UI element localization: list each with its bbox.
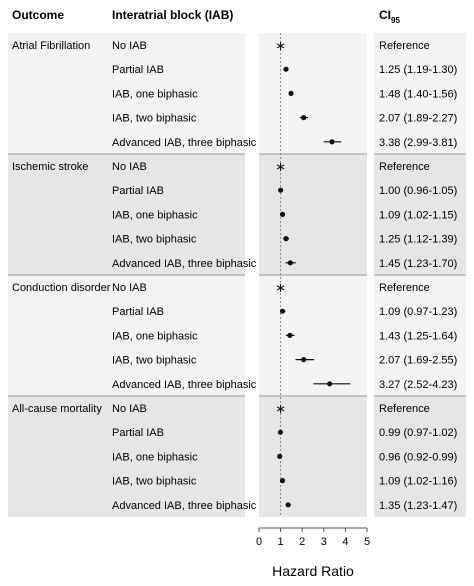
reference-marker: ∗: [275, 280, 286, 295]
x-tick-label: 5: [364, 536, 370, 548]
exposure-label: IAB, one biphasic: [112, 451, 198, 463]
exposure-label: Advanced IAB, three biphasic: [112, 379, 257, 391]
exposure-label: Partial IAB: [112, 185, 164, 197]
hr-point: [301, 115, 307, 121]
hr-point: [287, 260, 293, 266]
outcome-label: Ischemic stroke: [12, 161, 88, 173]
x-tick-label: 2: [299, 536, 305, 548]
exposure-label: Advanced IAB, three biphasic: [112, 137, 257, 149]
background-bands: [8, 33, 466, 517]
exposure-label: No IAB: [112, 161, 147, 173]
ci-value: 1.09 (1.02-1.16): [379, 476, 457, 488]
reference-marker: ∗: [275, 38, 286, 53]
hr-point: [301, 357, 307, 363]
ci-value: 1.09 (1.02-1.15): [379, 209, 457, 221]
exposure-label: Advanced IAB, three biphasic: [112, 258, 257, 270]
header-ci: CI95: [379, 8, 400, 25]
ci-value: Reference: [379, 40, 430, 52]
ci-value: Reference: [379, 282, 430, 294]
x-tick-label: 1: [278, 536, 284, 548]
x-tick-label: 0: [256, 536, 262, 548]
plot-area: ∗ ∗ ∗ ∗: [275, 33, 351, 517]
exposure-label: IAB, two biphasic: [112, 113, 197, 125]
ci-value: 1.43 (1.25-1.64): [379, 330, 457, 342]
ci-value: Reference: [379, 161, 430, 173]
group-band: [374, 275, 466, 396]
x-axis: Hazard Ratio 0 1 2 3 4 5: [256, 527, 370, 579]
exposure-label: Partial IAB: [112, 427, 164, 439]
exposure-label: IAB, one biphasic: [112, 209, 198, 221]
group-band: [8, 396, 245, 517]
reference-marker: ∗: [275, 159, 286, 174]
ci-value: 1.00 (0.96-1.05): [379, 185, 457, 197]
ci-value: Reference: [379, 403, 430, 415]
group-band: [374, 396, 466, 517]
hr-point: [279, 478, 286, 484]
ci-value: 1.35 (1.23-1.47): [379, 500, 457, 512]
header-outcome: Outcome: [12, 8, 64, 22]
ci-value: 1.48 (1.40-1.56): [379, 88, 457, 100]
group-band: [259, 33, 367, 154]
ci-value: 2.07 (1.69-2.55): [379, 355, 457, 367]
hr-point: [329, 139, 335, 145]
ci-value: 0.99 (0.97-1.02): [379, 427, 457, 439]
hr-point: [278, 187, 284, 193]
hr-point: [283, 66, 289, 72]
x-tick-label: 4: [342, 536, 348, 548]
exposure-label: IAB, one biphasic: [112, 330, 198, 342]
hr-point: [277, 453, 283, 459]
exposure-label: IAB, one biphasic: [112, 88, 198, 100]
x-axis-title: Hazard Ratio: [272, 563, 354, 579]
x-tick-label: 3: [321, 536, 327, 548]
hr-point: [279, 308, 286, 314]
hr-point: [285, 502, 291, 508]
group-band: [8, 275, 245, 396]
header-block: Interatrial block (IAB): [112, 8, 233, 22]
group-band: [259, 154, 367, 275]
ci-value: 1.25 (1.19-1.30): [379, 64, 457, 76]
exposure-label: IAB, two biphasic: [112, 476, 197, 488]
header-ci-main: CI: [379, 8, 391, 22]
ci-value: 1.09 (0.97-1.23): [379, 306, 457, 318]
outcome-label: Conduction disorder: [12, 282, 111, 294]
group-band: [259, 396, 367, 517]
exposure-label: IAB, two biphasic: [112, 234, 197, 246]
hr-point: [327, 381, 333, 387]
group-band: [8, 154, 245, 275]
exposure-label: Partial IAB: [112, 64, 164, 76]
reference-marker: ∗: [275, 401, 286, 416]
ci-value: 1.45 (1.23-1.70): [379, 258, 457, 270]
header-ci-subscript: 95: [391, 16, 400, 25]
exposure-label: No IAB: [112, 282, 147, 294]
exposure-label: IAB, two biphasic: [112, 355, 197, 367]
outcome-label: All-cause mortality: [12, 403, 102, 415]
ci-value: 2.07 (1.89-2.27): [379, 113, 457, 125]
group-band: [374, 33, 466, 154]
ci-value: 3.27 (2.52-4.23): [379, 379, 457, 391]
hr-point: [287, 332, 293, 338]
exposure-label: Advanced IAB, three biphasic: [112, 500, 257, 512]
hr-point: [288, 90, 294, 96]
hr-point: [279, 211, 286, 217]
group-band: [8, 33, 245, 154]
ci-value: 1.25 (1.12-1.39): [379, 234, 457, 246]
exposure-label: Partial IAB: [112, 306, 164, 318]
exposure-label: No IAB: [112, 403, 147, 415]
hr-point: [277, 429, 283, 435]
hr-point: [283, 236, 289, 242]
ci-value: 0.96 (0.92-0.99): [379, 451, 457, 463]
group-band: [259, 275, 367, 396]
group-band: [374, 154, 466, 275]
ci-value: 3.38 (2.99-3.81): [379, 137, 457, 149]
exposure-label: No IAB: [112, 40, 147, 52]
text-columns: Outcome Interatrial block (IAB) CI95 Atr…: [12, 8, 457, 512]
outcome-label: Atrial Fibrillation: [12, 40, 90, 52]
